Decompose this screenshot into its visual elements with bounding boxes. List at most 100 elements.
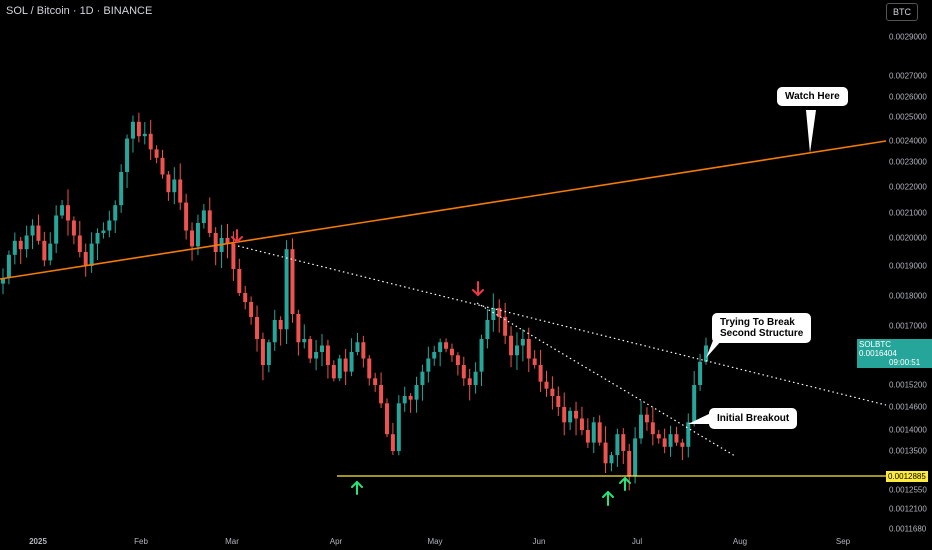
candle-body (24, 235, 29, 250)
candle-body (509, 335, 514, 356)
candle-body (65, 205, 70, 221)
candle-body (639, 414, 644, 439)
candle-body (337, 358, 342, 379)
candle-body (12, 240, 17, 255)
arrow-down-icon (472, 281, 484, 297)
candle-body (136, 121, 141, 137)
candle-body (314, 352, 319, 359)
y-tick-label: 0.0023000 (889, 157, 927, 167)
x-tick-label: May (427, 537, 443, 546)
candle-body (402, 396, 407, 404)
candle-body (609, 455, 614, 464)
candle-body (207, 210, 212, 233)
candle-body (414, 385, 419, 400)
candle-body (585, 430, 590, 443)
candle-body (142, 133, 147, 137)
candle-body (320, 345, 325, 352)
candle-body (290, 249, 295, 314)
candle-body (260, 339, 265, 365)
candle-body (396, 403, 401, 451)
candle-body (154, 149, 159, 158)
candle-body (361, 342, 366, 359)
candle-body (668, 434, 673, 447)
x-tick-label: 2025 (29, 537, 47, 546)
callout-initial-breakout[interactable]: Initial Breakout (709, 408, 798, 429)
candle-body (680, 442, 685, 447)
candle-body (574, 410, 579, 419)
candle-body (455, 355, 460, 365)
candle-body (83, 252, 88, 266)
candle-body (184, 202, 189, 231)
candle-body (432, 352, 437, 359)
candle-body (166, 174, 171, 193)
candle-body (597, 422, 602, 443)
y-tick-label: 0.0012100 (889, 504, 927, 514)
candle-body (243, 293, 248, 302)
candle-body (526, 339, 531, 359)
candle-body (615, 434, 620, 456)
candle-body (343, 358, 348, 372)
trendline-upper[interactable] (237, 245, 887, 406)
candle-body (331, 365, 336, 379)
candle-body (438, 342, 443, 352)
x-tick-label: Aug (732, 537, 748, 546)
candle-body (503, 317, 508, 336)
candle-body (692, 385, 697, 423)
callout-watch-here-text: Watch Here (785, 91, 840, 102)
candle-body (532, 358, 537, 365)
x-tick-label: Mar (225, 537, 239, 546)
callout-watch-here[interactable]: Watch Here (777, 87, 848, 106)
candle-body (255, 317, 260, 339)
candle-body (1, 278, 5, 284)
y-tick-label: 0.0014000 (889, 425, 927, 435)
callout-trying-line1: Trying To Break (720, 317, 795, 328)
y-tick-label: 0.0017000 (889, 321, 927, 331)
candle-body (656, 434, 661, 439)
candle-body (249, 302, 254, 317)
candle-body (544, 381, 549, 389)
y-tick-label: 0.0027000 (889, 71, 927, 81)
currency-button[interactable]: BTC (886, 3, 918, 21)
callout-pointer (688, 413, 711, 424)
candle-body (201, 210, 206, 223)
candle-body (373, 378, 378, 385)
candle-body (237, 269, 242, 293)
candle-body (77, 235, 82, 252)
candle-body (379, 385, 384, 404)
candle-body (284, 249, 289, 330)
candle-body (556, 396, 561, 407)
candle-body (6, 254, 11, 278)
candle-body (18, 240, 23, 250)
callout-initial-breakout-text: Initial Breakout (717, 413, 790, 424)
arrow-down-icon (231, 229, 243, 244)
y-tick-label: 0.0014600 (889, 402, 927, 412)
candle-body (367, 358, 372, 379)
candle-body (633, 438, 638, 476)
y-tick-label: 0.0025000 (889, 112, 927, 122)
candle-body (119, 172, 124, 206)
y-tick-label: 0.0022000 (889, 182, 927, 192)
callout-trying-to-break[interactable]: Trying To Break Second Structure (712, 313, 812, 343)
candle-body (568, 410, 573, 423)
callout-pointer (706, 338, 722, 358)
candle-body (627, 451, 632, 476)
trendline-lower[interactable] (476, 302, 736, 457)
candle-body (48, 243, 53, 261)
candle-body (698, 361, 703, 385)
x-tick-label: Feb (134, 537, 148, 546)
candle-body (125, 138, 130, 172)
resistance-line[interactable] (0, 140, 887, 280)
arrow-up-icon (602, 490, 614, 506)
candle-body (686, 422, 691, 447)
candle-body (231, 243, 236, 269)
y-tick-label: 0.0013500 (889, 446, 927, 456)
y-tick-label: 0.0019000 (889, 261, 927, 271)
y-tick-label: 0.0012550 (889, 485, 927, 495)
x-tick-label: Jul (631, 537, 643, 546)
candle-body (562, 407, 567, 423)
callout-pointer (806, 110, 816, 153)
candle-body (662, 438, 667, 447)
candle-body (449, 348, 454, 356)
candle-body (101, 230, 106, 233)
